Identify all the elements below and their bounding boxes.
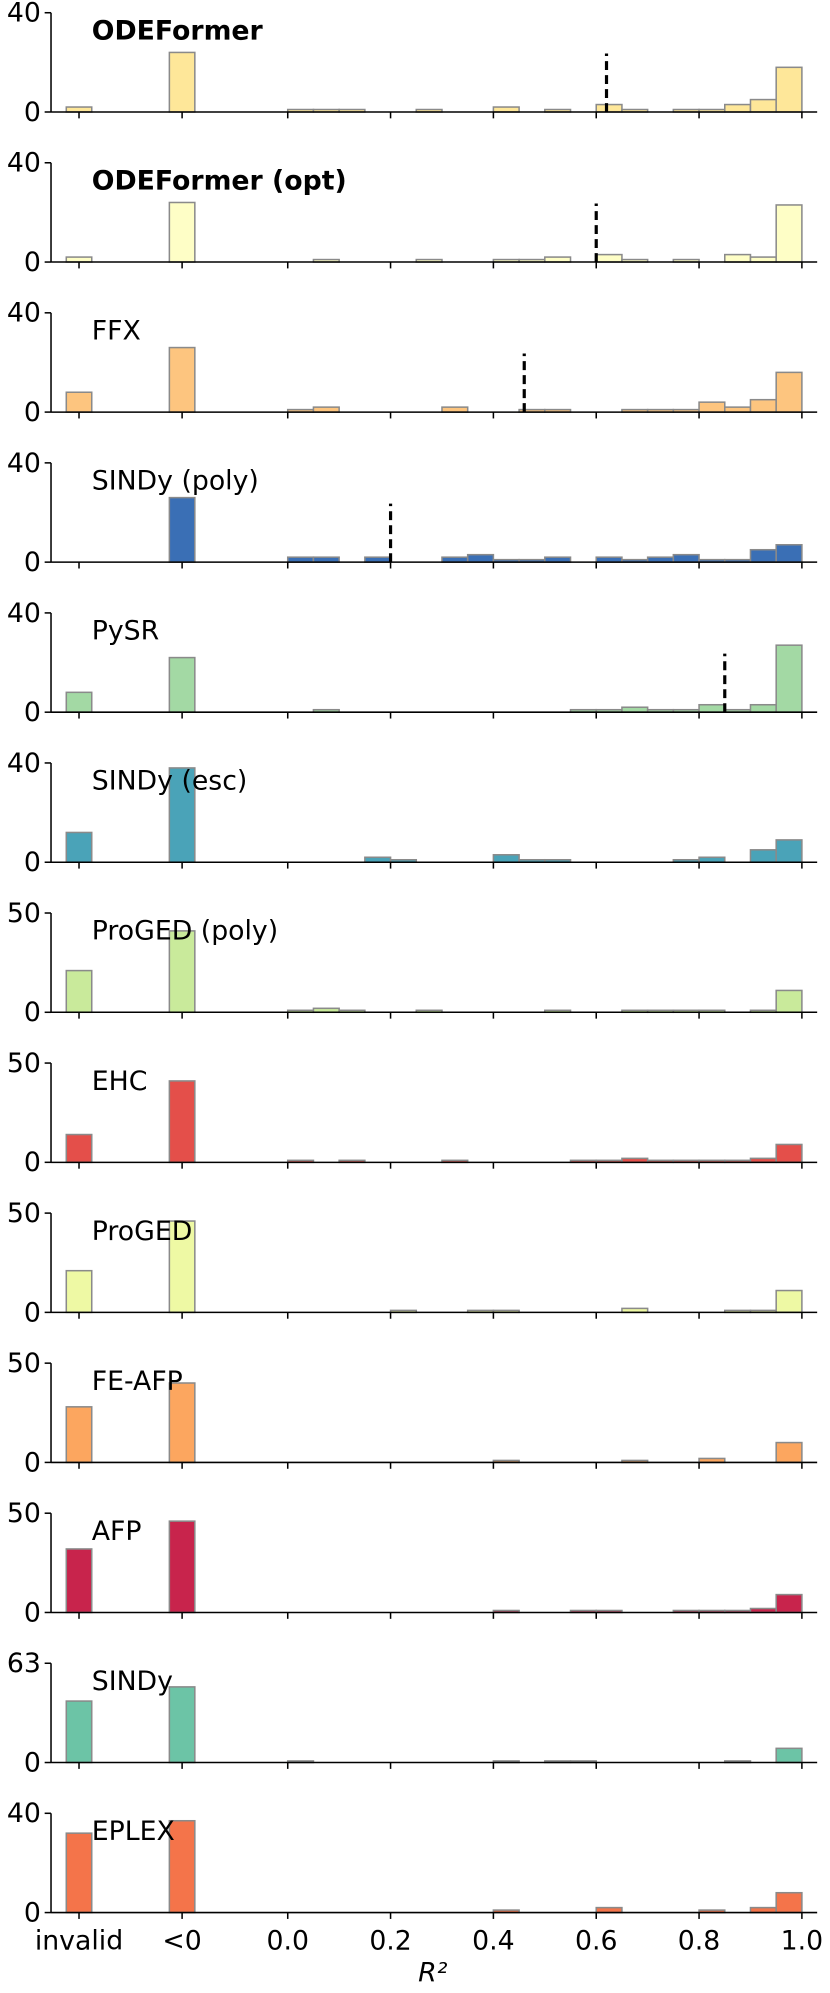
histogram-bar — [775, 544, 803, 563]
panel-title: ODEFormer (opt) — [92, 166, 347, 197]
x-tick-label: 0.0 — [266, 1925, 308, 1956]
bar — [65, 691, 93, 713]
panel-title: ProGED — [92, 1216, 193, 1247]
panel-title: EHC — [92, 1066, 148, 1097]
bar — [168, 51, 196, 113]
bar — [65, 831, 93, 863]
y-tick-label: 0 — [24, 997, 41, 1028]
histogram-bar — [749, 98, 777, 113]
histogram-bar — [724, 253, 752, 263]
histogram-bar — [749, 548, 777, 563]
histogram-bar — [775, 1289, 803, 1314]
histogram-bar — [466, 553, 495, 563]
bar — [168, 496, 196, 563]
bar — [65, 391, 93, 413]
histogram-bar — [698, 703, 726, 713]
histogram-bar — [775, 989, 803, 1014]
histogram-bar — [749, 849, 777, 863]
panel-title: PySR — [92, 616, 159, 647]
x-tick-label: 0.2 — [369, 1925, 412, 1956]
panel-title: FFX — [92, 316, 141, 347]
histogram-bar — [749, 398, 777, 413]
histogram-bar — [775, 1143, 803, 1164]
bar — [65, 1700, 93, 1764]
y-tick-label: 0 — [24, 1597, 41, 1628]
histogram-bar — [775, 1747, 803, 1764]
histogram-bar — [775, 204, 803, 263]
bar — [65, 1832, 93, 1914]
bar — [65, 1269, 93, 1314]
histogram-bar — [775, 644, 803, 713]
y-tick-label: 40 — [7, 598, 41, 629]
histogram-bar — [595, 103, 623, 113]
y-tick-label: 40 — [7, 1798, 41, 1829]
histogram-bar — [775, 66, 803, 113]
histogram-bar — [595, 253, 623, 263]
x-axis-label: R² — [418, 1958, 448, 1989]
x-tick-label: <0 — [162, 1925, 201, 1956]
panel-title: ODEFormer — [92, 15, 264, 46]
panel-title: SINDy (poly) — [92, 466, 259, 497]
bar — [168, 1220, 196, 1314]
bar — [168, 201, 196, 263]
y-tick-label: 0 — [24, 97, 41, 128]
histogram-bar — [749, 703, 777, 713]
y-tick-label: 40 — [7, 0, 41, 29]
histogram-bar — [724, 103, 752, 113]
bar — [65, 1133, 93, 1164]
bar — [168, 1382, 196, 1464]
y-tick-label: 0 — [24, 247, 41, 278]
x-tick-label: 0.4 — [472, 1925, 515, 1956]
panel-title: FE-AFP — [92, 1366, 183, 1397]
bar — [168, 656, 196, 713]
histogram-bar — [492, 854, 520, 863]
y-tick-label: 50 — [7, 898, 41, 929]
histogram-bar — [775, 1593, 803, 1614]
y-tick-label: 40 — [7, 748, 41, 779]
histogram-bar — [698, 401, 726, 413]
y-tick-label: 50 — [7, 1198, 41, 1229]
panel-title: ProGED (poly) — [92, 916, 278, 947]
y-tick-label: 50 — [7, 1498, 41, 1529]
y-tick-label: 0 — [24, 1447, 41, 1478]
histogram-bar — [775, 1891, 803, 1914]
y-tick-label: 0 — [24, 697, 41, 728]
y-tick-label: 0 — [24, 547, 41, 578]
x-tick-label: invalid — [35, 1925, 123, 1956]
bar — [65, 969, 93, 1014]
histogram-bar — [775, 839, 803, 863]
histogram-bar — [775, 371, 803, 413]
y-tick-label: 40 — [7, 448, 41, 479]
bar — [65, 1548, 93, 1614]
y-tick-label: 0 — [24, 1897, 41, 1928]
y-tick-label: 0 — [24, 397, 41, 428]
x-tick-label: 0.8 — [678, 1925, 721, 1956]
y-tick-label: 50 — [7, 1348, 41, 1379]
y-tick-label: 0 — [24, 1747, 41, 1778]
panel-title: SINDy (esc) — [92, 766, 248, 797]
y-tick-label: 0 — [24, 1297, 41, 1328]
y-tick-label: 40 — [7, 298, 41, 329]
y-tick-label: 63 — [7, 1648, 41, 1679]
x-tick-label: 1.0 — [781, 1925, 824, 1956]
histogram-bar — [775, 1441, 803, 1464]
y-tick-label: 0 — [24, 847, 41, 878]
bar — [168, 930, 196, 1014]
panel-title: AFP — [92, 1516, 142, 1547]
y-tick-label: 40 — [7, 148, 41, 179]
panel-title: SINDy — [92, 1666, 173, 1697]
panel-title: EPLEX — [92, 1816, 175, 1847]
x-tick-label: 0.6 — [575, 1925, 618, 1956]
bar — [168, 1080, 196, 1164]
y-tick-label: 0 — [24, 1147, 41, 1178]
histogram-bar — [672, 553, 700, 563]
y-tick-label: 50 — [7, 1048, 41, 1079]
bar — [65, 1406, 93, 1464]
bar — [168, 1686, 196, 1764]
bar — [168, 1520, 196, 1614]
bar — [168, 346, 196, 413]
